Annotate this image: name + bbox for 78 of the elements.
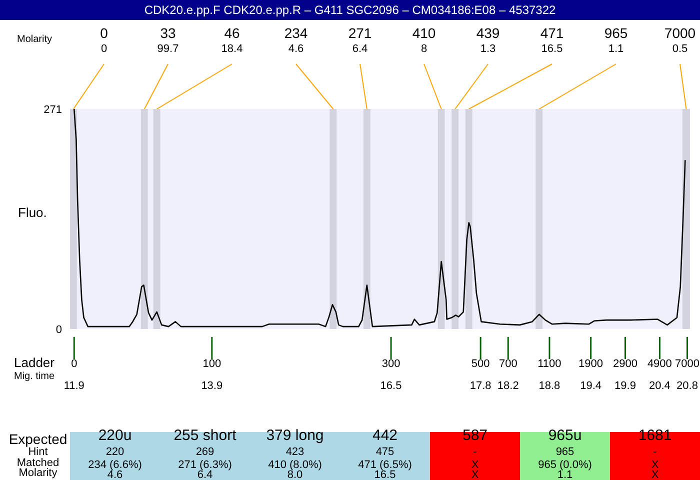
x-tick-label: 18.2: [497, 380, 519, 392]
category-label: 442: [372, 427, 398, 444]
category-label: 1681: [638, 427, 672, 444]
text: -: [653, 446, 657, 458]
chart-title: CDK20.e.pp.F CDK20.e.pp.R – G411 SGC2096 – CM034186:E08 – 4537322: [0, 0, 700, 20]
text: 234: [284, 25, 308, 41]
x-tick-label: 19.9: [614, 380, 636, 392]
y-axis-title: Fluo.: [18, 205, 47, 220]
text: 8.0: [287, 469, 303, 480]
x-tick-label: 20.8: [676, 380, 698, 392]
text: 33: [160, 25, 176, 41]
text: 0: [71, 358, 78, 370]
text: 18.4: [221, 43, 243, 55]
x-tick-label: 13.9: [201, 380, 223, 392]
text: 0: [100, 43, 108, 55]
text: 1100: [538, 358, 562, 370]
category-label: 220u: [98, 427, 132, 444]
text: 1.3: [480, 43, 496, 55]
category-label: Matched: [16, 457, 60, 469]
category-label: Hint: [28, 446, 48, 458]
text: 6.4: [352, 43, 368, 55]
text: 0: [100, 25, 108, 41]
text: 7000: [675, 358, 700, 370]
text: 423: [286, 446, 304, 458]
text: 410: [412, 25, 436, 41]
text: 1900: [578, 358, 604, 370]
x-tick-label: 18.8: [538, 380, 560, 392]
text: 16.5: [374, 469, 396, 480]
text: 1.1: [608, 43, 624, 55]
text: 471 (6.5%): [358, 459, 412, 471]
category-label: 255 short: [174, 427, 238, 444]
text: 475: [376, 446, 394, 458]
category-label: Molarity: [18, 467, 58, 479]
text: 271: [348, 25, 372, 41]
text: 46: [224, 25, 240, 41]
text: X: [651, 459, 659, 471]
text: -: [473, 446, 477, 458]
text: 300: [382, 358, 400, 370]
text: Molarity: [17, 34, 52, 45]
text: 2900: [613, 358, 638, 370]
text: 965 (0.0%): [538, 459, 592, 471]
text: Ladder: [14, 355, 54, 370]
x-tick-label: 17.8: [470, 380, 492, 392]
text: 965: [556, 446, 574, 458]
text: 100: [202, 358, 222, 370]
category-label: 965u: [548, 427, 582, 444]
text: 4900: [647, 358, 672, 370]
text: 1.1: [557, 469, 573, 480]
x-tick-label: 16.5: [380, 380, 402, 392]
category-label: 379 long: [266, 427, 324, 444]
x-tick-label: 19.4: [580, 380, 602, 392]
x-tick-label: 20.4: [648, 380, 670, 392]
text: 471: [540, 25, 564, 41]
text: 234 (6.6%): [88, 459, 142, 471]
text: 99.7: [157, 43, 179, 55]
text: X: [471, 469, 479, 480]
text: 220: [106, 446, 124, 458]
text: 4.6: [288, 43, 304, 55]
text: 16.5: [541, 43, 563, 55]
text: 7000: [664, 25, 696, 41]
category-label: Expected: [8, 431, 68, 447]
text: 4.6: [107, 469, 123, 480]
text: 269: [196, 446, 214, 458]
line-series: [73, 109, 686, 328]
x-axis-title: Mig. time: [14, 371, 55, 382]
x-tick-label: 11.9: [64, 380, 84, 392]
text: 8: [420, 43, 428, 55]
text: 700: [498, 358, 518, 370]
text: X: [471, 459, 479, 471]
text: 410 (8.0%): [268, 459, 322, 471]
text: 6.4: [197, 469, 213, 480]
text: 439: [476, 25, 500, 41]
text: 500: [471, 358, 490, 370]
category-label: 587: [462, 427, 488, 444]
text: 271 (6.3%): [178, 459, 232, 471]
text: X: [651, 469, 659, 480]
text: 965: [604, 25, 628, 41]
text: 0.5: [672, 43, 688, 55]
